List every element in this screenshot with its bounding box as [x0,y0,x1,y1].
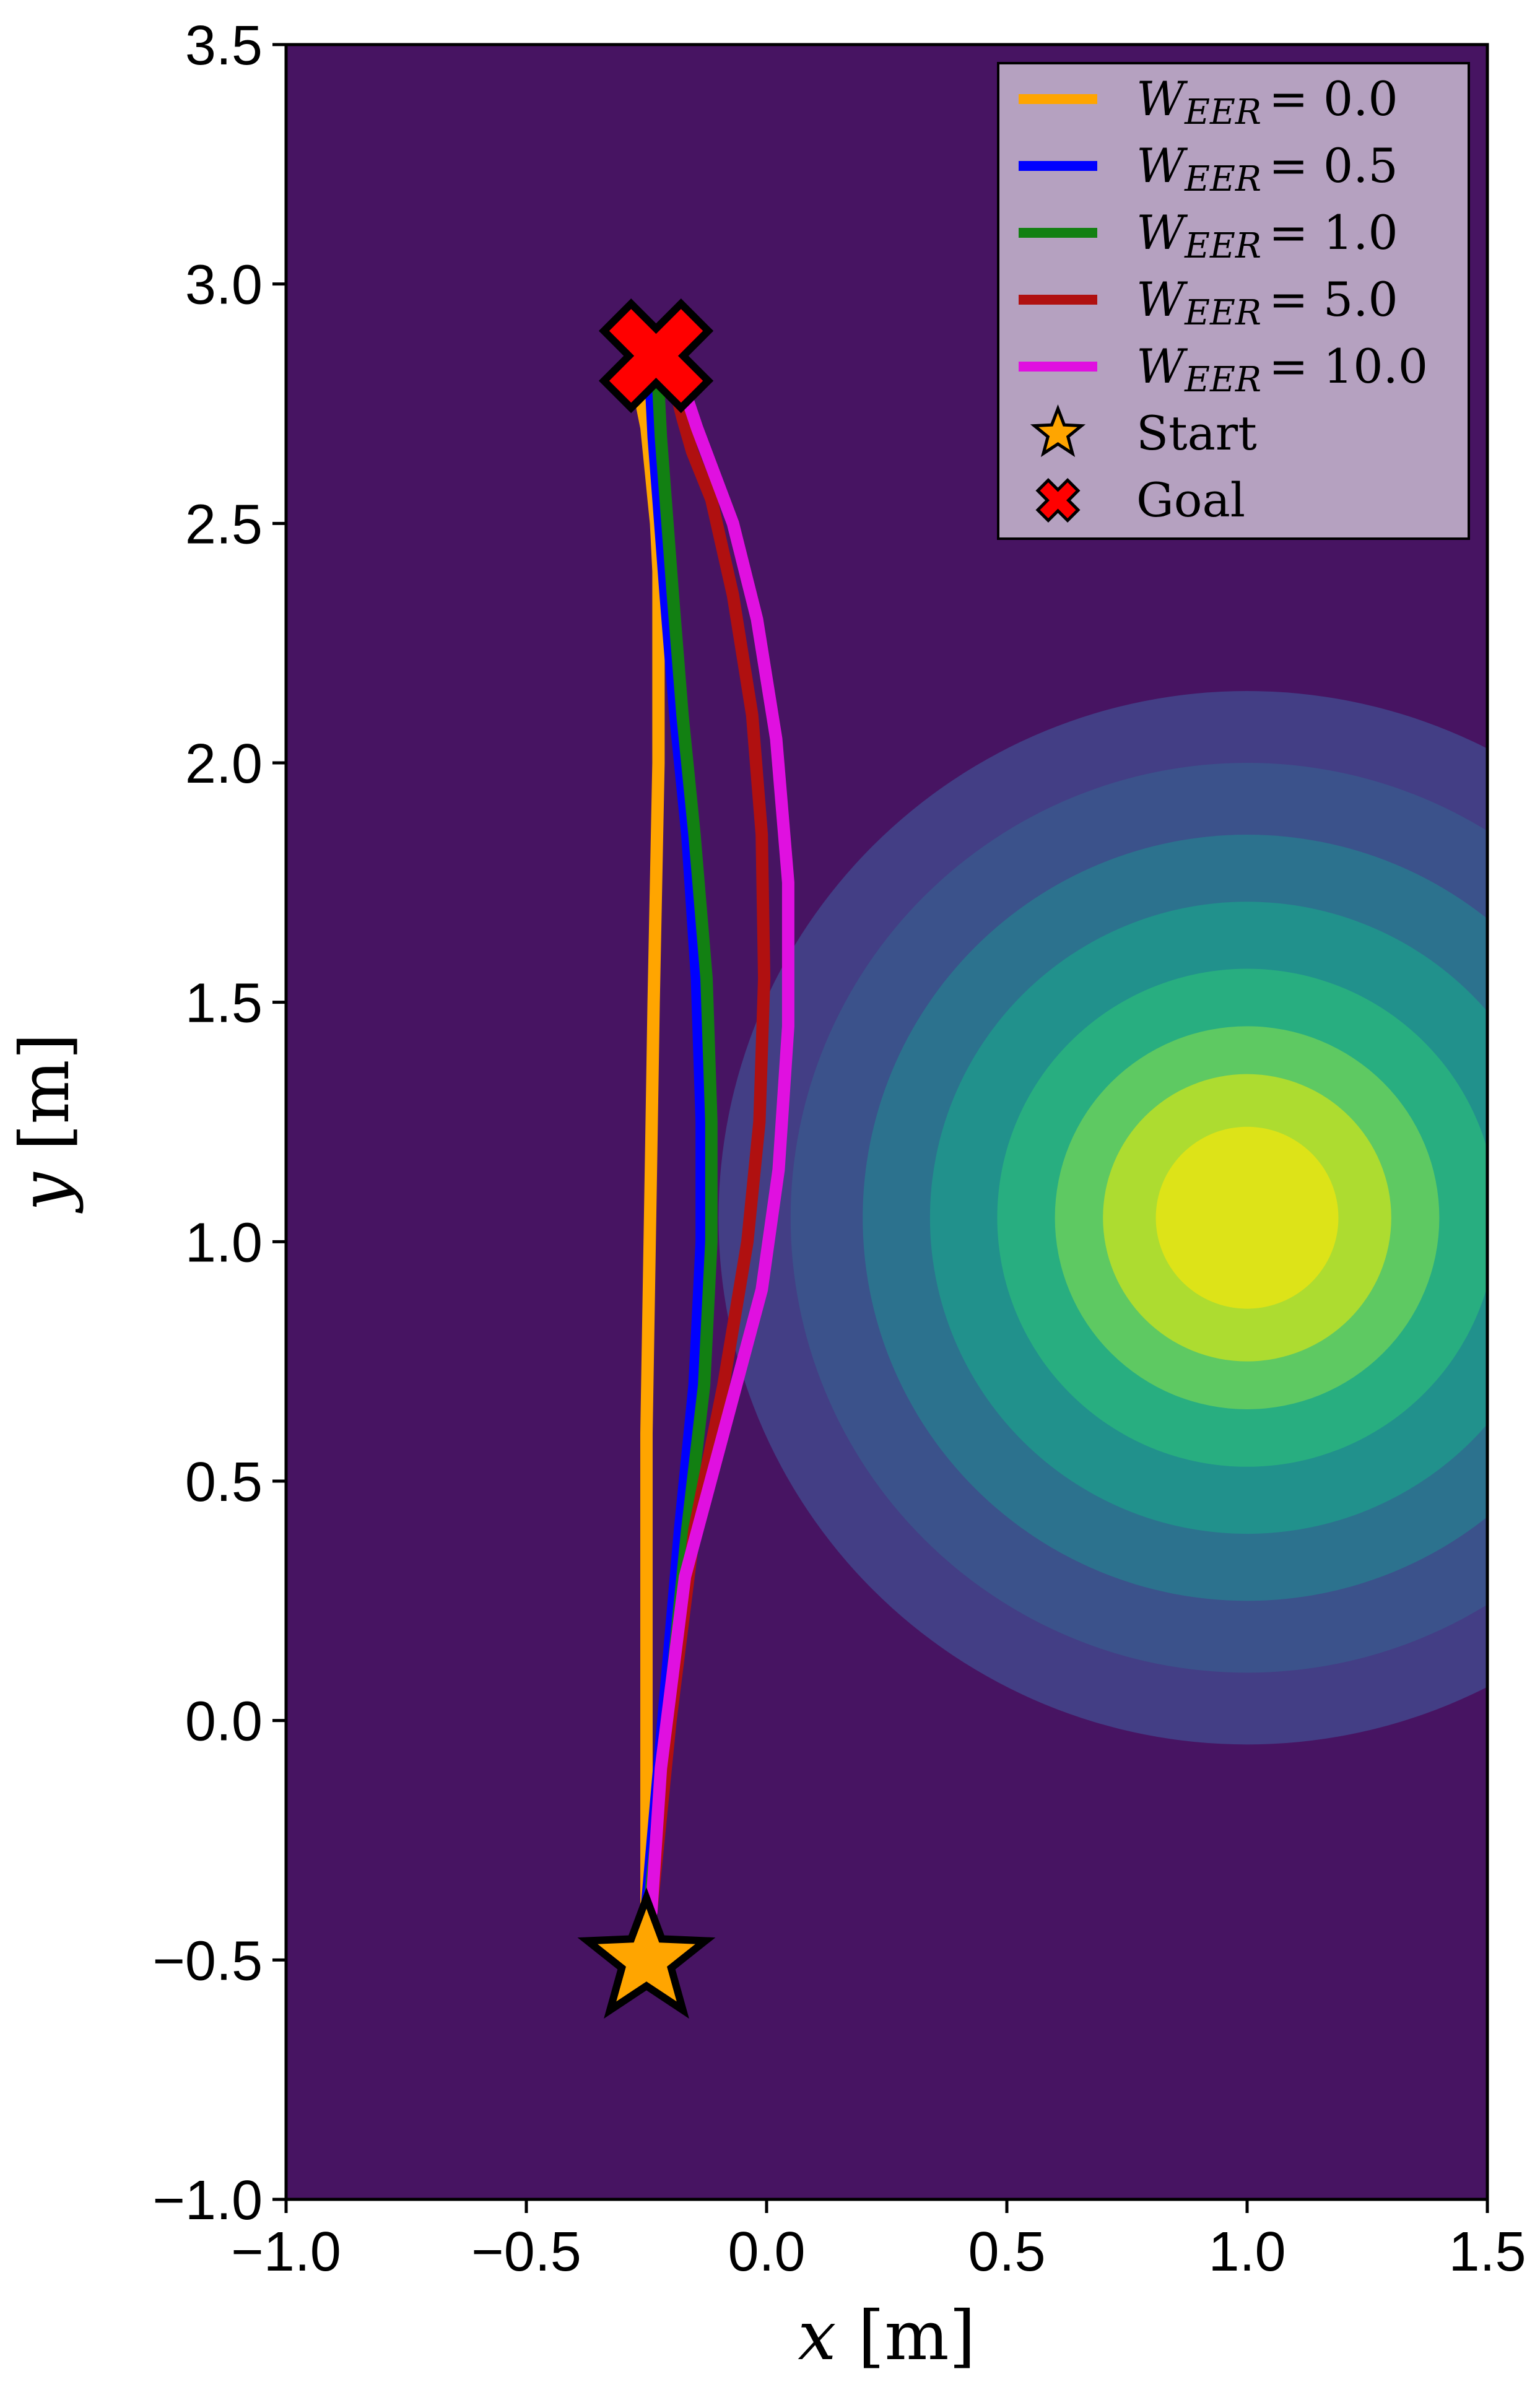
x-tick-label: 1.0 [1208,2221,1286,2283]
legend-label: WEER = 1.0 [1136,205,1398,266]
y-tick-label: 1.0 [185,1212,263,1274]
start-marker [577,1887,716,2019]
series-line-1 [640,383,708,1918]
legend-label: WEER = 0.5 [1136,138,1398,199]
legend-label: WEER = 10.0 [1136,339,1428,400]
series-line-2 [642,383,718,1918]
legend-label: Start [1136,406,1257,461]
x-tick-label: 0.0 [728,2221,805,2283]
y-axis-ticks: −1.0 −0.5 0.0 0.5 1.0 1.5 2.0 2.5 3.0 3.5 [152,15,286,2232]
y-tick-label: −0.5 [152,1930,263,1992]
legend-x-icon [1035,477,1081,523]
x-tick-label: −0.5 [471,2221,581,2283]
series-layer [635,383,794,1918]
x-axis-ticks: −1.0 −0.5 0.0 0.5 1.0 1.5 [231,2199,1526,2283]
contour-level-7 [1155,1126,1339,1309]
y-tick-label: 2.5 [185,493,263,555]
goal-marker [598,298,714,414]
y-tick-label: 3.5 [185,15,263,77]
legend-label: WEER = 0.0 [1136,71,1398,133]
legend-star-icon [1030,404,1086,458]
legend-item: WEER = 10.0 [1019,339,1428,400]
marker-layer [577,298,716,2019]
series-line-4 [645,393,794,1918]
legend-item: Goal [1035,472,1245,528]
x-tick-label: 1.5 [1448,2221,1526,2283]
contour-layer [718,691,1487,1745]
legend-label: Goal [1136,472,1245,528]
x-axis-label: x [m] [798,2296,975,2375]
legend-item: WEER = 5.0 [1019,272,1398,333]
y-tick-label: 1.5 [185,973,263,1035]
y-tick-label: 0.0 [185,1691,263,1753]
y-tick-label: 3.0 [185,254,263,316]
y-tick-label: −1.0 [152,2170,263,2232]
y-tick-label: 0.5 [185,1451,263,1513]
legend-item: WEER = 0.0 [1019,71,1398,133]
x-tick-label: 0.5 [968,2221,1045,2283]
legend-label: WEER = 5.0 [1136,272,1398,333]
legend-item: WEER = 0.5 [1019,138,1398,199]
plot-frame [284,43,1489,2201]
legend-item: WEER = 1.0 [1019,205,1398,266]
y-tick-label: 2.0 [185,733,263,795]
x-tick-label: −1.0 [231,2221,341,2283]
legend-item: Start [1030,404,1257,461]
y-axis-label: y [m] [5,1033,84,1214]
